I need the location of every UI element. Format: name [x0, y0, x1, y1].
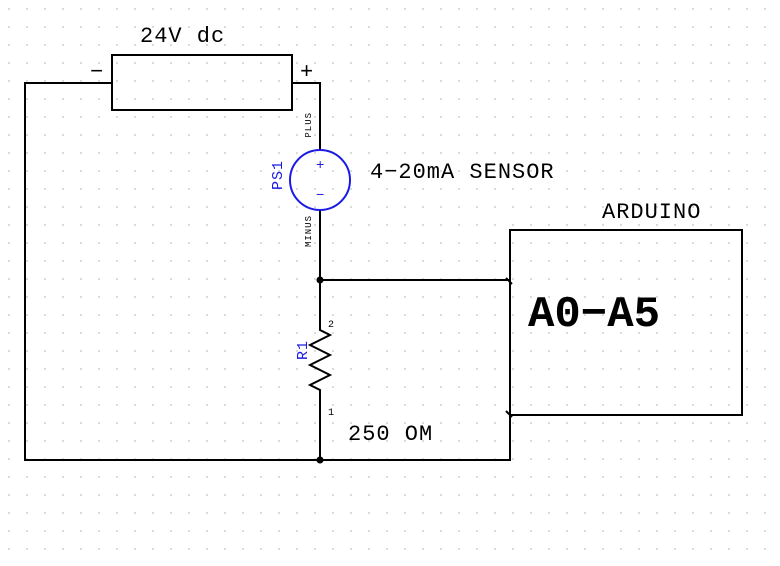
arduino-title: ARDUINO — [602, 200, 701, 225]
resistor-pin2: 2 — [328, 320, 335, 331]
sensor-minus-sym: − — [316, 188, 325, 204]
sensor-refdes: PS1 — [270, 160, 287, 190]
sensor-minus-text: MINUS — [304, 215, 314, 247]
resistor-value: 250 OM — [348, 422, 433, 447]
psu-minus: − — [90, 60, 104, 85]
resistor-pin1: 1 — [328, 408, 335, 419]
sensor-plus-text: PLUS — [304, 112, 314, 138]
sensor-label: 4−20mA SENSOR — [370, 160, 555, 185]
sensor-plus-sym: + — [316, 158, 325, 174]
resistor-refdes: R1 — [295, 340, 312, 360]
arduino-pins: A0−A5 — [528, 290, 660, 340]
schematic-svg — [0, 0, 780, 566]
psu-plus: + — [300, 60, 314, 85]
psu-title: 24V dc — [140, 24, 225, 49]
